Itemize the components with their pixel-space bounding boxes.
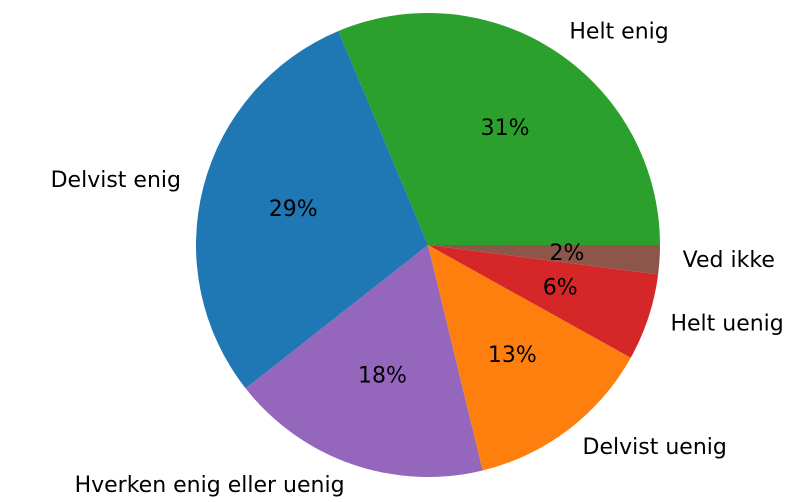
slice-label: Hverken enig eller uenig — [75, 473, 345, 498]
percent-label: 13% — [488, 343, 537, 368]
pie-slice — [245, 245, 483, 477]
slice-label: Helt enig — [569, 20, 668, 45]
percent-label: 18% — [358, 364, 407, 389]
percent-label: 2% — [549, 241, 584, 266]
slice-label: Delvist uenig — [583, 435, 727, 460]
slice-label: Helt uenig — [670, 312, 783, 337]
percent-label: 29% — [269, 197, 318, 222]
slice-label: Delvist enig — [51, 168, 181, 193]
pie-slice — [428, 245, 659, 358]
slice-label: Ved ikke — [683, 248, 775, 273]
pie-slice — [196, 31, 428, 389]
percent-label: 6% — [543, 275, 578, 300]
percent-label: 31% — [481, 116, 530, 141]
pie-slice — [428, 245, 660, 275]
pie-slice — [338, 12, 660, 246]
pie-slice — [428, 245, 631, 471]
